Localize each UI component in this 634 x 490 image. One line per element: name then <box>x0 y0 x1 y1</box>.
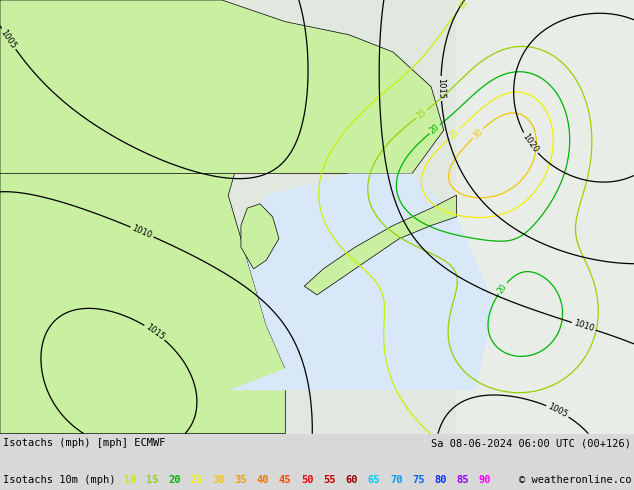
Text: © weatheronline.co.uk: © weatheronline.co.uk <box>519 475 634 486</box>
Text: 35: 35 <box>235 475 247 486</box>
Text: 30: 30 <box>212 475 225 486</box>
Text: 20: 20 <box>496 282 509 295</box>
Text: 30: 30 <box>471 127 484 140</box>
Text: 90: 90 <box>479 475 491 486</box>
Text: 60: 60 <box>346 475 358 486</box>
Text: 1015: 1015 <box>436 78 446 99</box>
Text: 45: 45 <box>279 475 292 486</box>
Text: Isotachs 10m (mph): Isotachs 10m (mph) <box>3 475 115 486</box>
Text: 20: 20 <box>428 122 441 136</box>
Text: 20: 20 <box>168 475 181 486</box>
Text: 65: 65 <box>368 475 380 486</box>
Text: 1005: 1005 <box>547 402 569 419</box>
Text: 1005: 1005 <box>0 28 18 50</box>
Polygon shape <box>0 0 444 173</box>
Polygon shape <box>304 195 456 295</box>
Text: 15: 15 <box>146 475 158 486</box>
Text: 75: 75 <box>412 475 425 486</box>
Polygon shape <box>0 0 285 434</box>
Bar <box>456 0 634 434</box>
Text: Sa 08-06-2024 06:00 UTC (00+126): Sa 08-06-2024 06:00 UTC (00+126) <box>431 438 631 448</box>
Text: 40: 40 <box>257 475 269 486</box>
Text: 55: 55 <box>323 475 336 486</box>
Text: 85: 85 <box>456 475 469 486</box>
Text: 10: 10 <box>124 475 136 486</box>
Text: 80: 80 <box>434 475 447 486</box>
Text: 10: 10 <box>456 0 470 11</box>
Text: 1015: 1015 <box>144 322 166 342</box>
Text: 1020: 1020 <box>521 132 540 154</box>
Text: 1010: 1010 <box>131 223 153 240</box>
Text: 1010: 1010 <box>573 319 595 334</box>
Text: 70: 70 <box>390 475 403 486</box>
Text: 25: 25 <box>448 127 461 140</box>
Polygon shape <box>228 173 495 390</box>
Polygon shape <box>241 204 279 269</box>
Text: 15: 15 <box>415 107 429 120</box>
Text: Isotachs (mph) [mph] ECMWF: Isotachs (mph) [mph] ECMWF <box>3 438 165 448</box>
Text: 50: 50 <box>301 475 314 486</box>
Text: 25: 25 <box>190 475 203 486</box>
